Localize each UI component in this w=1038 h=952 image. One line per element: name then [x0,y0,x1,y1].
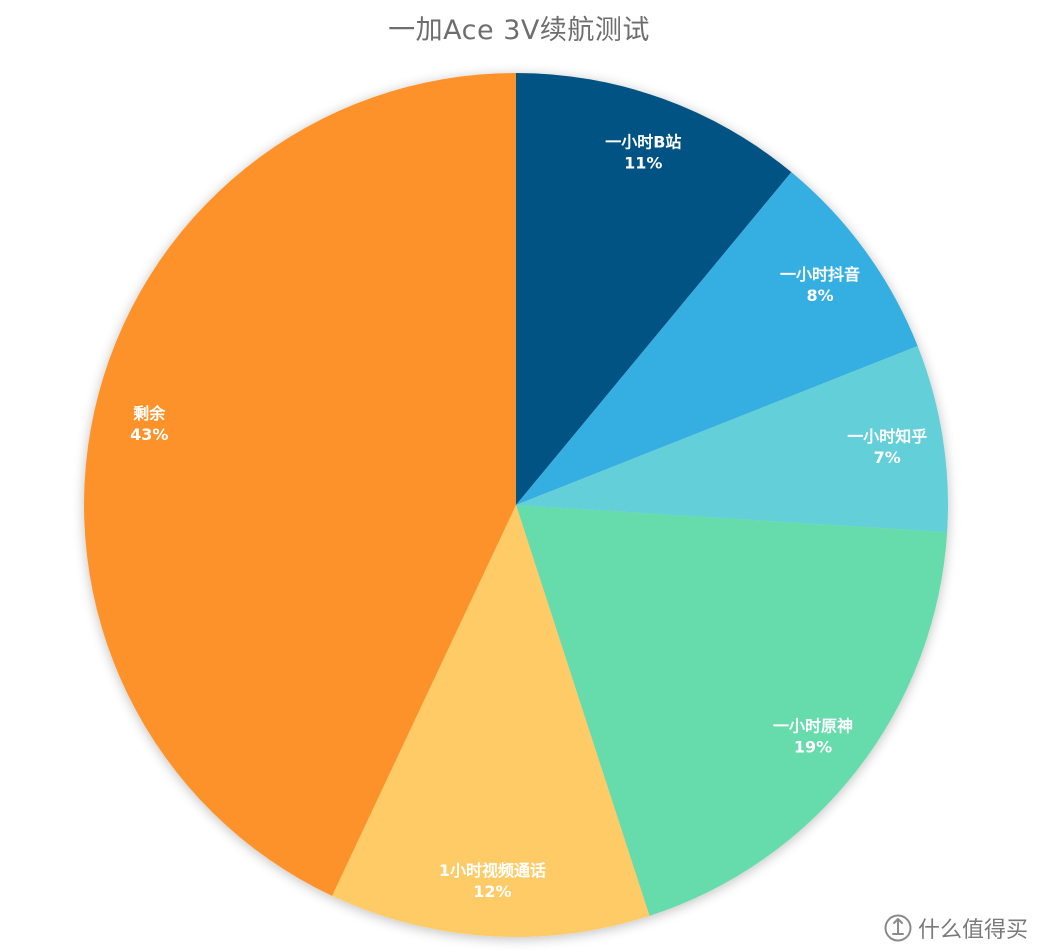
slice-label-2: 一小时知乎 [847,427,927,446]
slice-label-0: 一小时B站 [605,132,681,151]
pie-slice-5 [83,73,516,896]
slice-label-3: 一小时原神 [773,716,853,735]
pie-slice-4 [332,505,650,938]
slice-label-5: 剩余 [133,404,166,423]
slice-value-3: 19% [794,737,832,756]
pie-slice-1 [516,172,918,505]
pie-slices [83,73,948,938]
slice-label-1: 一小时抖音 [780,265,860,284]
watermark-text: 什么值得买 [917,918,1028,943]
slice-label-4: 1小时视频通话 [439,861,546,880]
watermark: 什么值得买 [884,912,1028,944]
smzdm-logo-icon [884,914,912,942]
chart-title: 一加Ace 3V续航测试 [388,15,650,46]
pie-slice-0 [516,73,792,505]
pie-labels: 一小时B站 11% 一小时抖音 8% 一小时知乎 7% 一小时原神 19% 1小时视频通话 12%… [130,132,927,901]
pie-slice-2 [516,345,948,533]
slice-value-5: 43% [130,425,168,444]
slice-value-1: 8% [806,286,833,305]
slice-value-0: 11% [624,153,662,172]
pie-slice-3 [516,505,948,916]
slice-value-2: 7% [874,448,901,467]
slice-value-4: 12% [473,882,511,901]
